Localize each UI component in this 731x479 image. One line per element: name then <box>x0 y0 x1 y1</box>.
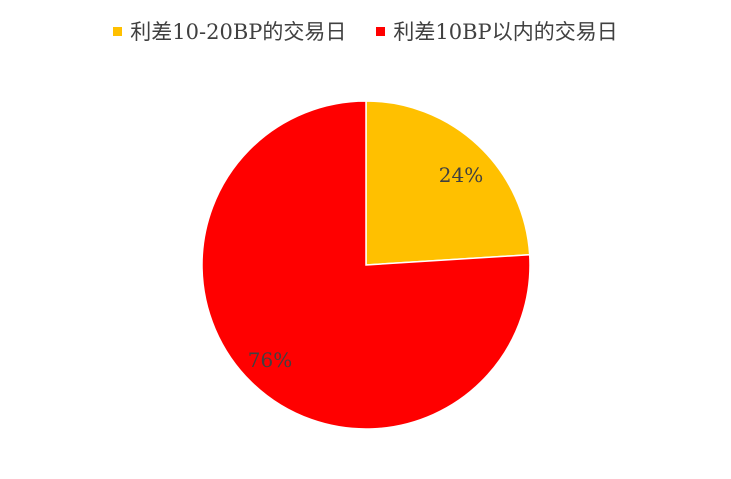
legend: 利差10-20BP的交易日 利差10BP以内的交易日 <box>0 16 731 46</box>
legend-label-1: 利差10BP以内的交易日 <box>393 20 618 44</box>
data-label-0: 24% <box>439 163 483 187</box>
legend-label-0: 利差10-20BP的交易日 <box>130 20 347 44</box>
legend-swatch-0 <box>113 26 123 36</box>
pie-slice-0[interactable] <box>365 100 531 266</box>
pie-slice-1[interactable] <box>201 100 531 430</box>
legend-item-1[interactable]: 利差10BP以内的交易日 <box>376 16 618 46</box>
legend-item-0[interactable]: 利差10-20BP的交易日 <box>113 16 346 46</box>
data-label-1: 76% <box>248 348 292 372</box>
legend-swatch-1 <box>376 26 386 36</box>
